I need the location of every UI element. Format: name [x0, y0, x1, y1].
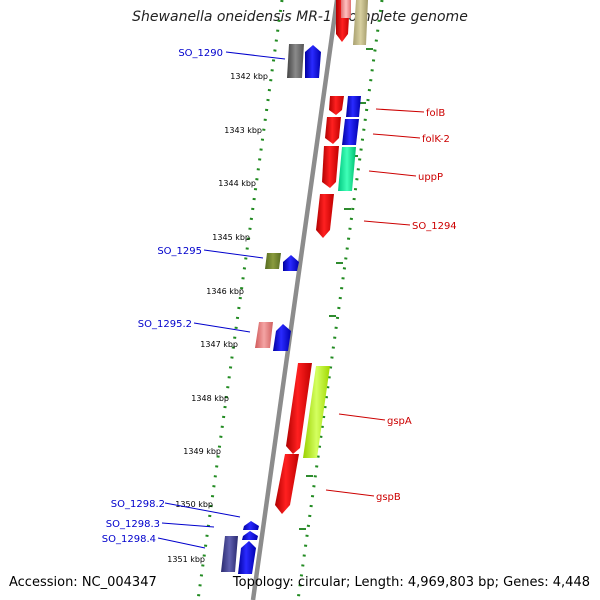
leader-folb — [375, 108, 425, 113]
accession-text: Accession: NC_004347 — [9, 575, 157, 590]
gene-block-folk2-blue — [342, 119, 359, 145]
outer-dotted-track — [296, 0, 384, 600]
leader-so1298-4 — [157, 537, 206, 549]
gene-arrow-uppp-red — [322, 146, 339, 188]
topology-text: Topology: circular; Length: 4,969,803 bp… — [232, 575, 590, 590]
gene-arrow-so1298-4-blue — [238, 541, 256, 574]
gene-arrow-so1298-3-blue — [242, 531, 258, 540]
inner-dotted-track — [196, 0, 284, 600]
gene-arrow-gspa-red — [286, 363, 312, 454]
leader-so1298-2 — [164, 502, 241, 518]
gene-arrow-folk2-red — [325, 117, 341, 144]
scale-label-1346: 1346 kbp — [206, 287, 244, 296]
leader-so1295-2 — [193, 322, 251, 333]
label-so1298-2[interactable]: SO_1298.2 — [111, 499, 165, 510]
label-folb[interactable]: folB — [426, 108, 445, 119]
map-title: Shewanella oneidensis MR-1, complete gen… — [132, 9, 468, 25]
label-gspb[interactable]: gspB — [376, 492, 401, 503]
gene-arrow-so1295-blue — [283, 255, 299, 271]
gene-block-top-khaki — [353, 0, 368, 45]
scale-label-1350: 1350 kbp — [175, 500, 213, 509]
leader-so1294 — [363, 220, 411, 226]
gene-block-top-salmon — [341, 0, 351, 18]
gene-arrow-so1290-blue — [305, 45, 321, 78]
leader-so1295 — [203, 249, 264, 259]
gene-block-so1295-2-pink — [255, 322, 273, 348]
scale-label-1343: 1343 kbp — [224, 126, 262, 135]
leader-folk2 — [372, 133, 421, 139]
scale-label-1345: 1345 kbp — [212, 233, 250, 242]
gene-arrow-so1294-red — [316, 194, 334, 238]
leader-uppp — [368, 170, 417, 177]
label-so1298-3[interactable]: SO_1298.3 — [106, 519, 160, 530]
label-so1298-4[interactable]: SO_1298.4 — [102, 534, 156, 545]
leader-so1298-3 — [161, 522, 215, 528]
gene-block-uppp-teal — [338, 147, 356, 191]
scale-label-1347: 1347 kbp — [200, 340, 238, 349]
gene-block-gspa-lime — [303, 366, 330, 458]
label-so1294[interactable]: SO_1294 — [412, 221, 457, 232]
scale-label-1349: 1349 kbp — [183, 447, 221, 456]
gene-block-so1290-grey — [287, 44, 304, 78]
label-folk2[interactable]: folK-2 — [422, 134, 450, 145]
gene-block-folb-blue — [346, 96, 361, 117]
scale-label-1348: 1348 kbp — [191, 394, 229, 403]
gene-arrow-so1298-2-blue — [243, 521, 259, 530]
gene-arrow-so1295-2-blue — [273, 324, 291, 351]
gene-block-so1298-4-navy — [221, 536, 238, 572]
leader-gspb — [325, 489, 375, 497]
label-so1295-2[interactable]: SO_1295.2 — [138, 319, 192, 330]
scale-label-1351: 1351 kbp — [167, 555, 205, 564]
label-so1295[interactable]: SO_1295 — [157, 246, 202, 257]
gene-arrow-folb-red — [329, 96, 344, 115]
label-uppp[interactable]: uppP — [418, 172, 443, 183]
leader-so1290 — [225, 51, 286, 60]
label-so1290[interactable]: SO_1290 — [178, 48, 223, 59]
gene-arrow-gspb-red — [275, 454, 299, 514]
genome-backbone — [250, 0, 340, 600]
label-gspa[interactable]: gspA — [387, 416, 412, 427]
scale-label-1344: 1344 kbp — [218, 179, 256, 188]
scale-label-1342: 1342 kbp — [230, 72, 268, 81]
leader-gspa — [338, 413, 386, 421]
gene-block-so1295-olive — [265, 253, 281, 269]
